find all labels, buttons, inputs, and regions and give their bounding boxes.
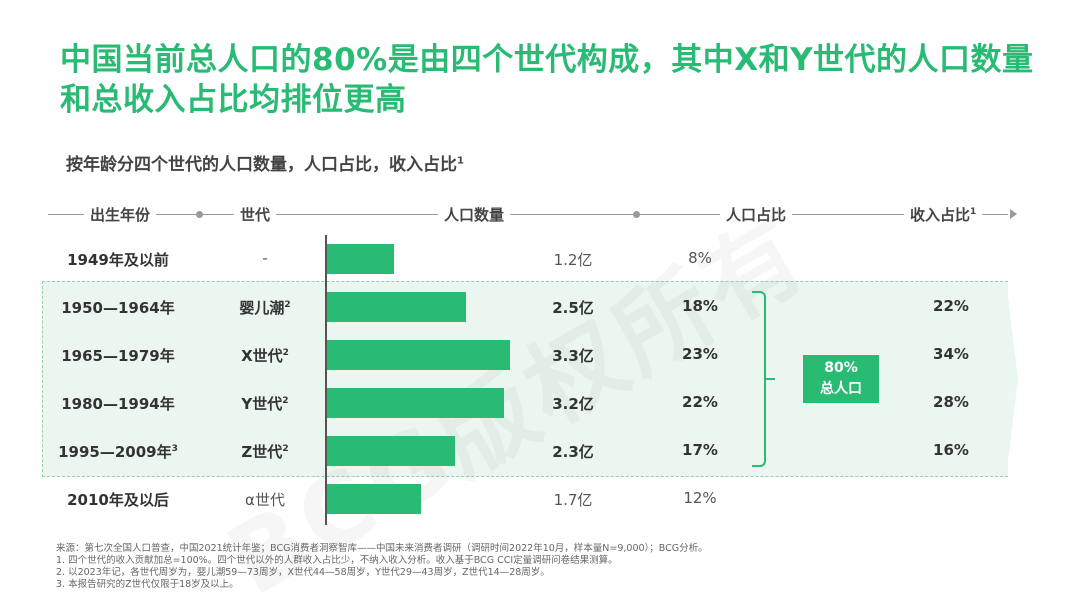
birth-year-label: 2010年及以后 <box>67 491 169 509</box>
group-bracket-tick <box>765 378 775 380</box>
income-share-label: 16% <box>933 441 969 459</box>
population-bar <box>327 292 466 322</box>
birth-year-label: 1995—2009年3 <box>58 443 178 461</box>
highlight-arrow-tip <box>1006 281 1018 477</box>
note-line: 来源：第七次全国人口普查，中国2021统计年鉴；BCG消费者洞察智库——中国未来… <box>56 543 708 554</box>
note-line: 1. 四个世代的收入贡献加总=100%。四个世代以外的人群收入占比少，不纳入收入… <box>56 555 618 566</box>
header-line <box>48 214 1008 215</box>
population-value-label: 2.3亿 <box>552 443 594 461</box>
header-pop-share: 人口占比 <box>720 204 793 225</box>
generation-label-footnote: 2 <box>282 348 289 358</box>
generation-label: Y世代2 <box>241 395 289 413</box>
header-income-share: 收入占比1 <box>904 204 983 225</box>
population-value-label: 1.7亿 <box>553 491 593 509</box>
generation-label: Z世代2 <box>241 443 289 461</box>
population-share-label: 8% <box>688 249 712 267</box>
header-dot <box>196 211 203 218</box>
income-share-label: 28% <box>933 393 969 411</box>
income-share-label: 22% <box>933 297 969 315</box>
population-share-label: 18% <box>682 297 718 315</box>
generation-label: 婴儿潮2 <box>239 299 291 317</box>
generation-label-footnote: 2 <box>282 396 289 406</box>
page-title: 中国当前总人口的80%是由四个世代构成，其中X和Y世代的人口数量和总收入占比均排… <box>60 42 1034 118</box>
population-bar <box>327 436 455 466</box>
chart-subtitle-text: 按年龄分四个世代的人口数量，人口占比，收入占比 <box>66 155 457 175</box>
note-line: 2. 以2023年记，各世代周岁为，婴儿潮59—73周岁，X世代44—58周岁，… <box>56 567 550 578</box>
group-bracket <box>752 291 766 467</box>
generation-label-footnote: 2 <box>282 444 289 454</box>
population-share-label: 22% <box>682 393 718 411</box>
header-arrow-icon <box>1010 209 1017 219</box>
header-income-share-text: 收入占比 <box>910 206 971 224</box>
population-bar <box>327 388 504 418</box>
population-share-label: 12% <box>683 489 717 507</box>
income-share-label: 34% <box>933 345 969 363</box>
population-value-label: 1.2亿 <box>553 251 593 269</box>
column-header-row: 出生年份 世代 人口数量 人口占比 收入占比1 <box>0 200 1080 228</box>
header-income-footnote: 1 <box>970 207 977 217</box>
total-population-badge: 80% 总人口 <box>803 355 879 403</box>
header-population: 人口数量 <box>438 204 511 225</box>
bar-axis <box>325 235 327 525</box>
note-line: 3. 本报告研究的Z世代仅限于18岁及以上。 <box>56 579 239 590</box>
generation-label-footnote: 2 <box>284 300 291 310</box>
population-bar <box>327 484 421 514</box>
population-share-label: 17% <box>682 441 718 459</box>
source-notes: 来源：第七次全国人口普查，中国2021统计年鉴；BCG消费者洞察智库——中国未来… <box>56 543 1036 591</box>
birth-year-label: 1980—1994年 <box>61 395 175 413</box>
header-birth-year: 出生年份 <box>84 204 157 225</box>
population-value-label: 2.5亿 <box>552 299 594 317</box>
population-value-label: 3.3亿 <box>552 347 594 365</box>
birth-year-label: 1950—1964年 <box>61 299 175 317</box>
population-bar <box>327 244 394 274</box>
generation-label: α世代 <box>245 491 285 509</box>
subtitle-footnote: 1 <box>457 155 464 167</box>
birth-year-label-footnote: 3 <box>171 444 178 454</box>
generation-label: X世代2 <box>241 347 289 365</box>
badge-percent: 80% <box>824 360 858 376</box>
birth-year-label: 1949年及以前 <box>67 251 169 269</box>
population-value-label: 3.2亿 <box>552 395 594 413</box>
header-generation: 世代 <box>234 204 277 225</box>
badge-label: 总人口 <box>820 381 862 397</box>
population-bar <box>327 340 510 370</box>
population-share-label: 23% <box>682 345 718 363</box>
birth-year-label: 1965—1979年 <box>61 347 175 365</box>
generation-label: - <box>262 249 268 267</box>
chart-subtitle: 按年龄分四个世代的人口数量，人口占比，收入占比1 <box>66 150 464 175</box>
header-dot <box>633 211 640 218</box>
